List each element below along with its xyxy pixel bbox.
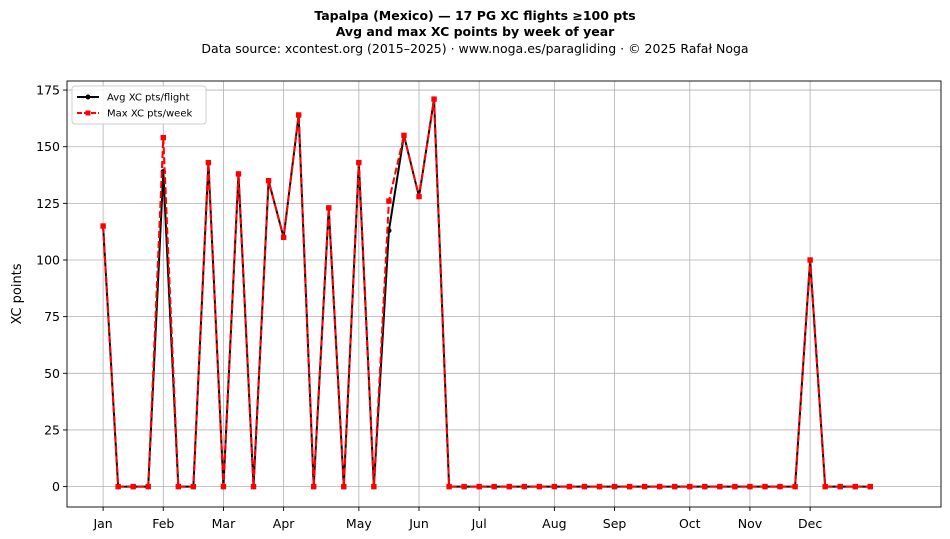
x-tick-label: Mar <box>212 516 236 531</box>
y-tick-label: 175 <box>36 83 60 98</box>
legend-label-max: Max XC pts/week <box>107 109 192 120</box>
series-line-max <box>102 98 871 488</box>
x-tick-label: Jul <box>471 516 487 531</box>
data-point-max <box>687 483 693 490</box>
data-point-max <box>596 483 603 490</box>
chart-title: Tapalpa (Mexico) — 17 PG XC flights ≥100… <box>314 8 636 23</box>
data-point-max <box>190 483 197 490</box>
legend: Avg XC pts/flight Max XC pts/week <box>71 85 207 125</box>
data-point-max <box>250 483 257 490</box>
x-tick-label: Oct <box>679 516 701 531</box>
y-tick-label: 50 <box>44 366 60 381</box>
data-point-max <box>100 223 106 229</box>
legend-marker-max <box>85 110 91 116</box>
data-point-max <box>265 178 272 184</box>
data-point-max <box>581 483 588 490</box>
legend-marker-avg <box>85 94 91 100</box>
data-point-max <box>626 483 633 490</box>
y-tick-label: 0 <box>52 479 60 494</box>
data-point-max <box>356 159 362 166</box>
data-point-max <box>205 159 212 166</box>
data-point-max <box>431 96 437 102</box>
data-point-max <box>792 483 798 490</box>
data-point-max <box>130 483 136 490</box>
y-axis-label: XC points <box>10 263 25 324</box>
data-point-max <box>732 483 738 490</box>
data-source-caption: Data source: xcontest.org (2015–2025) · … <box>201 41 749 56</box>
data-point-max <box>145 483 151 490</box>
data-point-max <box>416 193 422 200</box>
data-point-max <box>762 483 768 490</box>
data-point-max <box>702 483 708 490</box>
x-tick-label: Jan <box>92 516 112 531</box>
data-point-max <box>386 198 392 204</box>
data-point-max <box>747 483 753 490</box>
x-tick-label: Apr <box>273 516 295 531</box>
data-point-max <box>777 483 783 490</box>
data-point-max <box>175 483 182 490</box>
data-point-max <box>672 483 678 490</box>
data-point-max <box>371 483 377 490</box>
y-tick-label: 100 <box>36 253 60 268</box>
data-point-max <box>807 257 813 263</box>
data-point-max <box>551 483 558 490</box>
data-point-max <box>566 483 573 490</box>
data-point-max <box>611 483 618 490</box>
data-point-max <box>280 234 287 241</box>
data-point-max <box>656 483 663 490</box>
data-point-max <box>220 483 227 490</box>
data-point-max <box>461 483 467 490</box>
data-point-max <box>235 171 242 177</box>
x-tick-label: May <box>346 516 372 531</box>
data-point-max <box>641 483 648 490</box>
plot-area <box>67 81 941 507</box>
x-tick-label: Jun <box>408 516 429 531</box>
data-point-max <box>115 483 121 490</box>
data-point-max <box>717 483 723 490</box>
data-point-max <box>506 483 512 490</box>
data-point-max <box>446 483 452 490</box>
data-point-max <box>822 483 828 490</box>
data-point-max <box>867 483 873 490</box>
y-tick-label: 125 <box>36 196 60 211</box>
data-point-max <box>401 132 407 139</box>
x-tick-label: Feb <box>152 516 174 531</box>
axes-frame <box>66 80 942 508</box>
x-tick-label: Sep <box>603 516 627 531</box>
legend-box <box>71 85 207 125</box>
y-tick-label: 75 <box>44 309 60 324</box>
data-point-max <box>311 483 317 490</box>
chart-subtitle: Avg and max XC points by week of year <box>335 24 615 39</box>
data-point-max <box>837 483 843 490</box>
y-tick-label: 25 <box>44 422 60 437</box>
data-point-max <box>326 205 332 211</box>
data-point-max <box>476 483 482 490</box>
legend-label-avg: Avg XC pts/flight <box>107 93 190 104</box>
x-tick-label: Dec <box>798 516 822 531</box>
data-point-max <box>491 483 497 490</box>
data-point-max <box>852 483 858 490</box>
data-point-max <box>536 483 543 490</box>
data-point-max <box>521 483 528 490</box>
y-tick-label: 150 <box>36 139 60 154</box>
x-tick-label: Nov <box>738 516 763 531</box>
data-point-max <box>295 112 302 118</box>
data-point-max <box>160 134 166 141</box>
data-point-max <box>341 483 347 490</box>
x-tick-label: Aug <box>542 516 566 531</box>
